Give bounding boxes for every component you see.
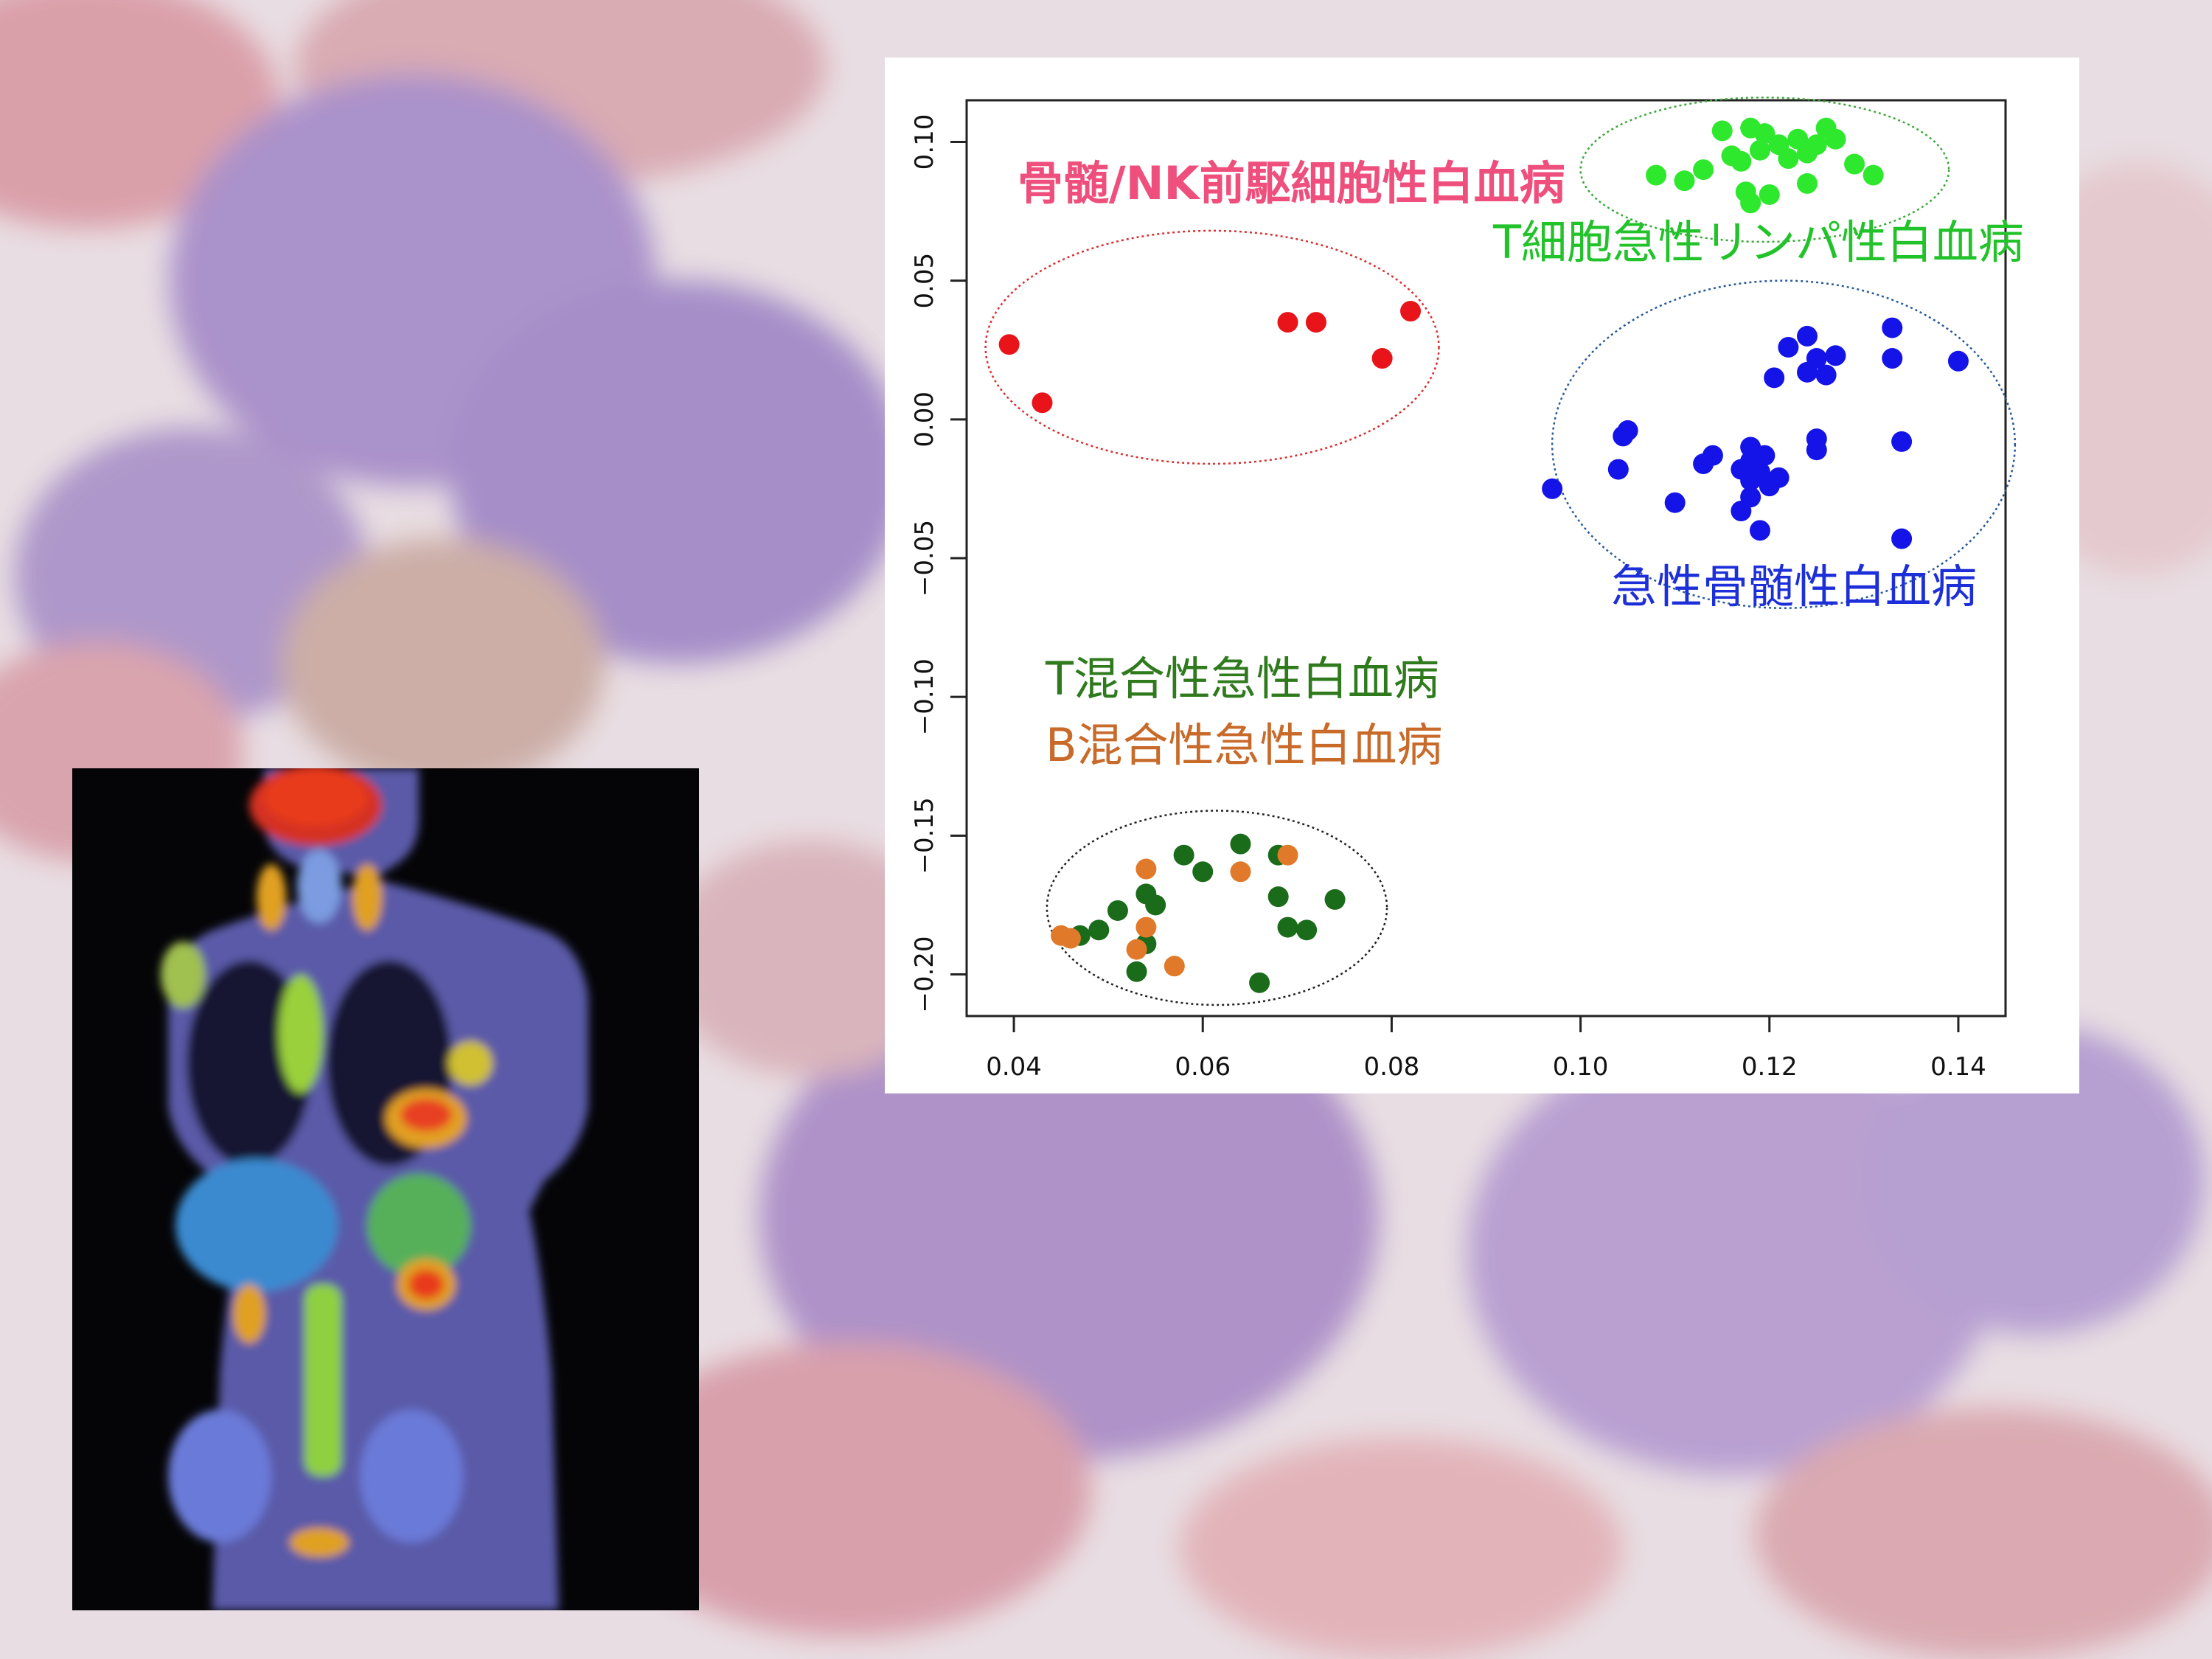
- y-tick-label-0: −0.20: [910, 936, 939, 1012]
- data-point-s1-15: [1797, 173, 1818, 194]
- data-point-s2-31: [1947, 350, 1969, 372]
- axis-ticks: 0.04 0.06 0.08 0.10 0.12 0.14 −0.20 −0.15 −0.10 −…: [910, 114, 1986, 1082]
- data-point-s0-1: [1032, 392, 1053, 414]
- data-point-s3-9: [1230, 833, 1251, 855]
- y-tick-label-6: 0.10: [910, 114, 939, 170]
- data-point-s1-2: [1693, 159, 1714, 181]
- data-point-s1-0: [1646, 164, 1667, 186]
- cluster-ellipses: [984, 96, 2017, 1006]
- data-point-s2-20: [1797, 325, 1818, 347]
- data-point-s2-12: [1740, 487, 1761, 508]
- data-point-s1-5: [1731, 150, 1752, 172]
- label-b-mixed-acute-leukemia: B混合性急性白血病: [1046, 718, 1443, 772]
- data-point-s3-6: [1145, 894, 1166, 916]
- data-point-s2-1: [1607, 459, 1629, 480]
- data-point-s3-3: [1126, 961, 1147, 982]
- data-point-s1-21: [1863, 164, 1884, 186]
- pet-ct-scan-image: [72, 768, 699, 1610]
- data-point-s2-0: [1542, 478, 1563, 499]
- data-point-s1-9: [1749, 139, 1770, 161]
- data-point-s0-4: [1371, 348, 1393, 369]
- data-point-s2-15: [1754, 445, 1775, 466]
- data-point-s2-18: [1768, 467, 1790, 488]
- data-point-s2-23: [1806, 428, 1827, 450]
- data-point-s4-3: [1135, 858, 1157, 880]
- data-point-s4-4: [1135, 917, 1157, 938]
- label-aml: 急性骨髄性白血病: [1611, 560, 1978, 613]
- data-point-s1-19: [1825, 128, 1846, 150]
- plot-background: [885, 58, 2079, 1093]
- scatter-plot: 0.04 0.06 0.08 0.10 0.12 0.14 −0.20 −0.15 −0.10 −…: [885, 58, 2079, 1093]
- x-tick-label-0: 0.04: [986, 1052, 1042, 1082]
- data-point-s3-2: [1107, 900, 1128, 921]
- data-point-s1-8: [1740, 192, 1761, 214]
- data-point-s0-2: [1277, 312, 1298, 333]
- data-point-s1-13: [1778, 148, 1799, 170]
- data-point-s1-20: [1844, 153, 1865, 175]
- x-tick-label-2: 0.08: [1364, 1052, 1420, 1082]
- data-point-s4-5: [1164, 956, 1185, 977]
- label-t-mixed-acute-leukemia: T混合性急性白血病: [1046, 652, 1439, 706]
- data-point-s3-7: [1173, 844, 1194, 866]
- cluster-ellipse-2: [1551, 279, 2017, 609]
- data-point-s2-24: [1806, 348, 1827, 369]
- y-tick-label-5: 0.05: [910, 253, 939, 309]
- data-point-s0-0: [998, 334, 1020, 355]
- cluster-ellipse-3: [1046, 810, 1388, 1006]
- data-point-s3-8: [1192, 861, 1214, 883]
- data-point-s2-26: [1825, 345, 1846, 366]
- data-point-s4-2: [1126, 939, 1147, 960]
- x-tick-label-3: 0.10: [1553, 1052, 1609, 1082]
- data-point-s2-6: [1702, 445, 1723, 466]
- data-point-s3-12: [1277, 917, 1298, 938]
- x-tick-label-5: 0.14: [1930, 1052, 1986, 1082]
- data-point-s3-10: [1249, 972, 1270, 993]
- data-point-s3-11: [1267, 886, 1289, 908]
- data-point-s2-17: [1764, 367, 1785, 389]
- y-tick-label-1: −0.15: [910, 797, 939, 874]
- cluster-ellipse-0: [984, 229, 1440, 465]
- data-point-s2-25: [1815, 364, 1837, 386]
- data-point-s0-5: [1400, 301, 1422, 322]
- label-myeloid-nk-precursor-leukemia: 骨髄/NK前駆細胞性白血病: [1018, 156, 1565, 210]
- data-point-s2-13: [1749, 520, 1770, 541]
- data-point-s2-30: [1891, 528, 1913, 549]
- data-point-s2-3: [1617, 420, 1638, 441]
- y-tick-label-3: −0.05: [910, 520, 939, 597]
- data-point-s2-28: [1882, 348, 1903, 369]
- data-point-s2-4: [1664, 492, 1686, 513]
- data-point-s1-17: [1806, 134, 1827, 156]
- data-point-s3-13: [1296, 919, 1318, 941]
- data-point-s4-7: [1277, 844, 1298, 866]
- data-point-s1-11: [1759, 184, 1780, 205]
- data-points: [998, 117, 1969, 993]
- data-point-s4-1: [1060, 928, 1081, 949]
- x-tick-label-1: 0.06: [1175, 1052, 1231, 1082]
- data-point-s1-1: [1674, 170, 1695, 192]
- data-point-s1-10: [1754, 123, 1775, 145]
- data-point-s1-3: [1711, 120, 1733, 142]
- y-tick-label-4: 0.00: [910, 392, 939, 448]
- data-point-s2-27: [1882, 317, 1903, 338]
- data-point-s3-14: [1324, 888, 1346, 910]
- cluster-ellipse-1: [1579, 96, 1950, 243]
- y-tick-label-2: −0.10: [910, 658, 939, 735]
- x-tick-label-4: 0.12: [1742, 1052, 1798, 1082]
- data-point-s2-29: [1891, 431, 1913, 452]
- data-point-s3-1: [1088, 919, 1110, 941]
- data-point-s4-6: [1230, 861, 1251, 883]
- data-point-s2-19: [1778, 336, 1799, 358]
- label-t-cell-all: T細胞急性リンパ性白血病: [1493, 215, 2024, 269]
- data-point-s0-3: [1305, 312, 1326, 333]
